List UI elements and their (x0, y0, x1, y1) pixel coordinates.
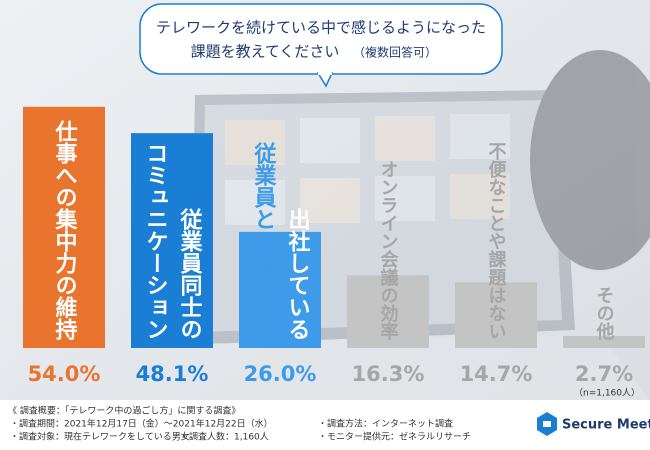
category-label: その他 (594, 286, 616, 340)
speech-bubble (139, 3, 503, 88)
bar (347, 275, 429, 348)
value-label: 26.0% (244, 362, 317, 386)
background-laptop (100, 50, 650, 400)
footer-heading: 《 調査概要：「テレワーク中の過ごし方」に関する調査》 (8, 405, 240, 417)
chart-subtitle: （複数回答可） (353, 45, 437, 60)
category-label: 従業員同士の (177, 207, 204, 340)
bar (131, 133, 213, 348)
footer-item: ・調査方法：インターネット調査 (318, 418, 453, 430)
category-label: 出社している (285, 208, 311, 340)
value-label: 14.7% (460, 362, 533, 386)
chart-title: テレワークを続けている中で感じるようになった (156, 19, 486, 37)
bar (563, 335, 645, 348)
footer-item: ・調査人数：1,160人 (180, 431, 269, 443)
footer-item: ・調査期間：2021年12月17日（金）～2021年12月22日（水） (10, 418, 273, 430)
chart-title: 課題を教えてください (191, 43, 340, 61)
value-label: 16.3% (352, 362, 425, 386)
category-label: オンライン会議の効率 (378, 160, 399, 341)
bar (239, 231, 321, 348)
footer-item: ・調査対象：現在テレワークをしている男女 (10, 431, 190, 443)
category-label: 不便なことや課題はない (486, 142, 507, 340)
value-label: 54.0% (28, 362, 101, 386)
bar (455, 282, 537, 348)
footer-item: ・モニター提供元：ゼネラルリサーチ (318, 431, 471, 443)
logo: Secure Meet (537, 412, 650, 436)
logo-text: Secure Meet (562, 418, 650, 433)
value-label: 48.1% (136, 362, 209, 386)
value-label: 2.7% (575, 362, 633, 386)
category-label: 仕事への集中力の維持 (52, 120, 79, 340)
bar (23, 106, 105, 348)
sample-note: （n=1,160人） (574, 388, 640, 399)
category-label: 従業員との情報格差 (251, 141, 278, 340)
category-label: コミュニケーション (143, 142, 168, 340)
